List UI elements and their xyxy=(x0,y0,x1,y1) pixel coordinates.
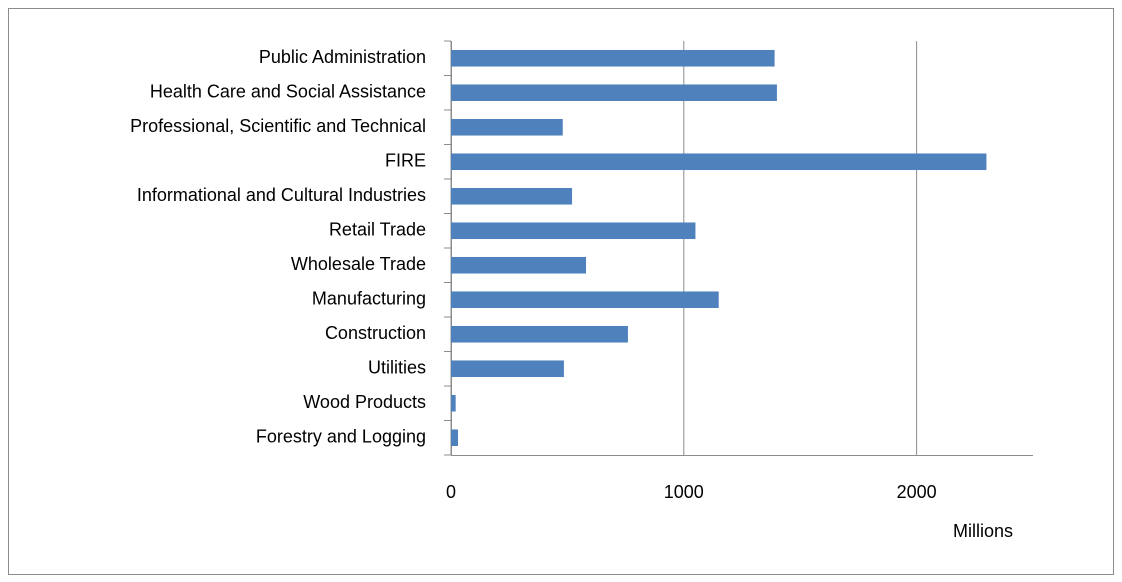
y-tick-label: Wholesale Trade xyxy=(291,254,426,274)
y-tick-label: Health Care and Social Assistance xyxy=(150,82,426,102)
bar xyxy=(451,49,775,67)
bar xyxy=(451,187,573,205)
bar xyxy=(451,153,987,171)
bar xyxy=(451,360,564,378)
bar xyxy=(451,222,696,240)
y-tick-label: Professional, Scientific and Technical xyxy=(130,116,426,136)
y-tick-label: Public Administration xyxy=(259,47,426,67)
bar xyxy=(451,394,456,412)
y-tick-label: FIRE xyxy=(385,151,426,171)
x-tick-label: 1000 xyxy=(664,482,704,502)
x-axis-title: Millions xyxy=(953,521,1013,541)
y-tick-label: Utilities xyxy=(368,358,426,378)
y-tick-label: Wood Products xyxy=(303,392,426,412)
x-tick-label: 2000 xyxy=(897,482,937,502)
bar xyxy=(451,291,719,309)
y-tick-label: Manufacturing xyxy=(312,289,426,309)
y-tick-label: Informational and Cultural Industries xyxy=(137,185,426,205)
x-tick-label: 0 xyxy=(446,482,456,502)
y-tick-label: Construction xyxy=(325,323,426,343)
bar xyxy=(451,325,628,343)
y-tick-label: Retail Trade xyxy=(329,220,426,240)
bar xyxy=(451,256,587,274)
bar xyxy=(451,118,563,136)
y-tick-label: Forestry and Logging xyxy=(256,427,426,447)
bar xyxy=(451,84,777,102)
bar xyxy=(451,429,458,447)
